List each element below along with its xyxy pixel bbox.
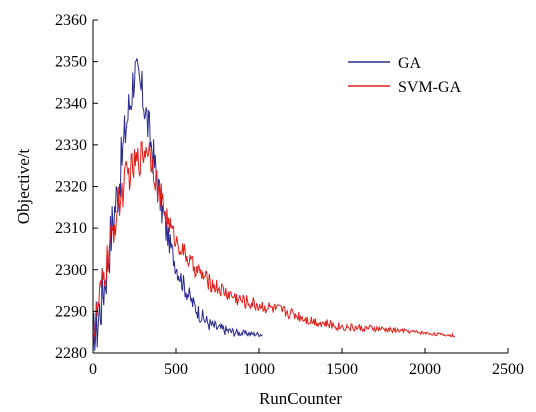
- y-tick-label: 2360: [55, 12, 87, 29]
- x-tick-label: 2000: [409, 361, 441, 378]
- x-tick-label: 500: [164, 361, 188, 378]
- y-axis-ticks: 2280 2290 2300 2310 2320 2330 2340 2350 2360: [55, 12, 98, 362]
- y-tick-label: 2350: [55, 54, 87, 71]
- plot-area: [92, 58, 456, 352]
- y-tick-label: 2300: [55, 262, 87, 279]
- y-tick-label: 2340: [55, 95, 87, 112]
- x-tick-label: 1500: [326, 361, 358, 378]
- x-tick-label: 0: [89, 361, 97, 378]
- y-tick-label: 2280: [55, 345, 87, 362]
- legend-label: SVM-GA: [398, 79, 462, 96]
- series-line-svm-ga: [92, 141, 456, 352]
- series-line-ga: [92, 58, 263, 351]
- y-tick-label: 2290: [55, 303, 87, 320]
- legend-label: GA: [398, 55, 422, 72]
- x-axis-ticks: 0 500 1000 1500 2000 2500: [89, 348, 524, 378]
- y-tick-label: 2330: [55, 137, 87, 154]
- y-axis-label: Objective/t: [14, 148, 33, 224]
- y-tick-label: 2320: [55, 179, 87, 196]
- x-tick-label: 1000: [243, 361, 275, 378]
- x-tick-label: 2500: [492, 361, 524, 378]
- y-tick-label: 2310: [55, 220, 87, 237]
- x-axis-label: RunCounter: [259, 389, 342, 408]
- legend: GA SVM-GA: [348, 55, 462, 96]
